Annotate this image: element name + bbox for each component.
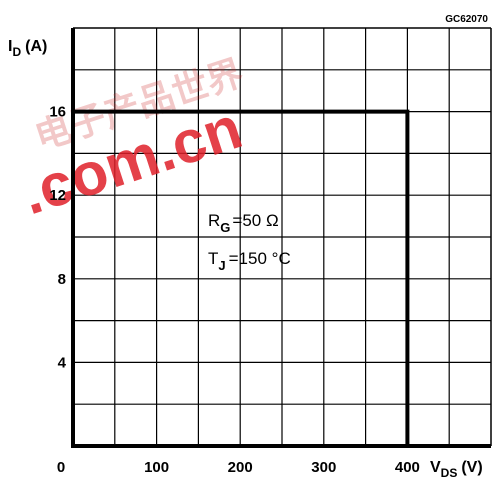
series-group (73, 109, 410, 446)
annotation-tj: TJ =150 °C (208, 249, 291, 273)
soa-boundary-line (73, 109, 410, 446)
y-axis-title-unit: (A) (25, 38, 47, 55)
x-tick-label: 100 (144, 459, 169, 476)
annotation-rg: RG =50 Ω (208, 211, 279, 235)
x-tick-label: 200 (228, 459, 253, 476)
figure-code-label: GC62070 (445, 14, 488, 25)
annotation-rg-value: =50 Ω (232, 211, 278, 230)
annotation-rg-sub: G (220, 220, 230, 235)
x-tick-label: 0 (57, 459, 65, 476)
x-axis-title-sub: DS (441, 466, 458, 477)
y-tick-label: 4 (58, 354, 67, 371)
x-axis-title-unit: (V) (461, 459, 482, 476)
plot-frame (71, 27, 492, 448)
x-tick-label: 300 (311, 459, 336, 476)
y-tick-label: 12 (49, 187, 66, 204)
y-axis-title-sub: D (12, 45, 21, 59)
x-axis-title: VDS (V) (430, 459, 483, 477)
x-axis-title-main: V (430, 459, 441, 476)
y-axis-title: ID (A) (8, 38, 47, 59)
annotation-tj-sub: J (218, 258, 225, 273)
annotation-rg-main: R (208, 211, 220, 230)
y-tick-label: 16 (49, 104, 66, 121)
annotation-tj-value: =150 °C (229, 249, 291, 268)
x-tick-label: 400 (395, 459, 420, 476)
tick-labels: 0 100 200 300 400 4 8 12 16 (49, 104, 420, 476)
annotation-tj-main: T (208, 249, 218, 268)
y-tick-label: 8 (58, 271, 66, 288)
y-axis-title-main: I (8, 38, 12, 55)
